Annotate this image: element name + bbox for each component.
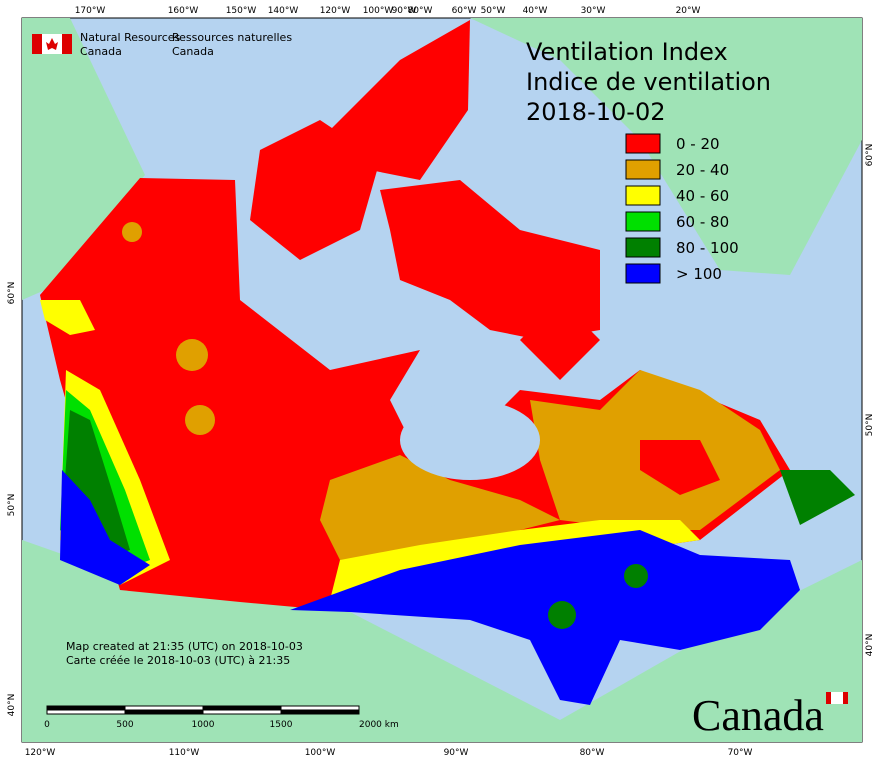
graticule-label: 30°W xyxy=(581,6,606,16)
legend-swatch xyxy=(625,211,661,232)
legend-label: 20 - 40 xyxy=(676,161,729,179)
graticule-label: 120°W xyxy=(320,6,351,16)
graticule-label: 40°N xyxy=(865,634,875,657)
legend-swatch xyxy=(625,185,661,206)
graticule-label: 100°W xyxy=(363,6,394,16)
legend-swatch xyxy=(625,133,661,154)
legend-label: > 100 xyxy=(676,265,722,283)
legend-label: 0 - 20 xyxy=(676,135,720,153)
scale-label: 1000 xyxy=(192,720,215,730)
legend-label: 40 - 60 xyxy=(676,187,729,205)
graticule-label: 80°W xyxy=(580,748,605,758)
graticule-label: 90°W xyxy=(392,6,417,16)
graticule-label: 150°W xyxy=(226,6,257,16)
graticule-label: 140°W xyxy=(268,6,299,16)
agency-fr: Canada xyxy=(172,45,214,58)
legend-label: 60 - 80 xyxy=(676,213,729,231)
graticule-label: 60°N xyxy=(7,282,17,305)
scale-label: 2000 km xyxy=(359,720,399,730)
agency-fr: Ressources naturelles xyxy=(172,31,292,44)
graticule-label: 40°W xyxy=(523,6,548,16)
graticule-label: 110°W xyxy=(169,748,200,758)
scale-bar xyxy=(46,705,360,715)
title: Indice de ventilation xyxy=(526,68,771,96)
wordmark: Canada xyxy=(692,691,824,740)
scale-label: 500 xyxy=(116,720,133,730)
footer: Map created at 21:35 (UTC) on 2018-10-03 xyxy=(66,640,303,653)
graticule-label: 170°W xyxy=(75,6,106,16)
graticule-label: 60°N xyxy=(865,144,875,167)
nrcan-logo xyxy=(32,34,72,54)
footer: Carte créée le 2018-10-03 (UTC) à 21:35 xyxy=(66,654,290,667)
graticule-label: 60°W xyxy=(452,6,477,16)
graticule-label: 50°N xyxy=(7,494,17,517)
graticule-label: 120°W xyxy=(25,748,56,758)
graticule-label: 40°N xyxy=(7,694,17,717)
scale-label: 1500 xyxy=(270,720,293,730)
legend-swatch xyxy=(625,159,661,180)
graticule-label: 50°N xyxy=(865,414,875,437)
agency-en: Canada xyxy=(80,45,122,58)
graticule-label: 100°W xyxy=(305,748,336,758)
canada-wordmark: Canada xyxy=(692,691,848,740)
legend-label: 80 - 100 xyxy=(676,239,739,257)
legend-swatch xyxy=(625,237,661,258)
land xyxy=(22,18,862,742)
graticule-label: 70°W xyxy=(728,748,753,758)
scale-label: 0 xyxy=(44,720,50,730)
ventilation-zones xyxy=(40,222,855,705)
graticule-label: 90°W xyxy=(444,748,469,758)
graticule-label: 160°W xyxy=(168,6,199,16)
graticule-label: 50°W xyxy=(481,6,506,16)
graticule-label: 20°W xyxy=(676,6,701,16)
legend-swatch xyxy=(625,263,661,284)
agency-en: Natural Resources xyxy=(80,31,181,44)
hudson-bay xyxy=(400,400,540,480)
title: 2018-10-02 xyxy=(526,98,665,126)
title: Ventilation Index xyxy=(526,38,728,66)
graticule-label: 80°W xyxy=(408,6,433,16)
